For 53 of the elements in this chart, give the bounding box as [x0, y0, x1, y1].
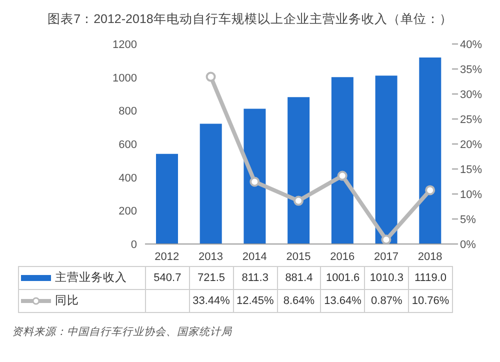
y2-tick-label: 0% [460, 238, 476, 251]
y2-tick-label: 20% [460, 138, 482, 151]
legend-label: 主营业务收入 [54, 270, 127, 286]
chart-title: 图表7：2012-2018年电动自行车规模以上企业主营业务收入（单位：） [46, 11, 454, 28]
text: 资料来源：中国自行车行业协会、国家统计局 [12, 325, 233, 339]
data-label: 1001.6 [320, 266, 365, 290]
x-tick-label: 2018 [418, 250, 442, 263]
data-label: 1010.3 [364, 266, 409, 290]
data-label: 881.4 [277, 266, 321, 290]
point [250, 176, 260, 187]
y2-tick-label: 40% [460, 38, 482, 51]
data-label: 10.76% [408, 290, 452, 312]
x-tick-label: 2017 [374, 250, 398, 263]
y2-tick-label: 25% [460, 114, 482, 126]
bar [288, 97, 310, 244]
y2-tick-label: 35% [460, 64, 482, 76]
data-label: 721.5 [189, 266, 234, 290]
bar [375, 76, 398, 244]
x-tick-label: 2015 [286, 250, 311, 263]
point [294, 196, 304, 206]
data-label: 8.64% [277, 290, 321, 312]
point [381, 234, 392, 244]
x-tick-label: 2012 [154, 250, 180, 263]
data-label: 0.87% [364, 290, 409, 312]
data-label: 1119.0 [408, 266, 452, 290]
point [337, 170, 348, 181]
y2-tick-label: 15% [460, 164, 482, 176]
y-tick-label: 400 [118, 172, 137, 184]
x-tick-label: 2013 [198, 250, 224, 263]
y2-tick-label: 5% [460, 214, 476, 226]
bar [200, 124, 222, 244]
bar [331, 77, 354, 244]
bar [419, 58, 442, 244]
y-tick-label: 1200 [112, 39, 137, 51]
point [425, 185, 436, 196]
data-label: 33.44% [189, 290, 234, 312]
point [206, 72, 216, 82]
y-tick-label: 600 [118, 139, 137, 151]
x-tick-label: 2014 [242, 250, 267, 263]
y-tick-label: 0 [130, 239, 137, 251]
x-tick-label: 2016 [330, 250, 355, 263]
bar [244, 108, 266, 244]
y-tick-label: 800 [118, 106, 137, 118]
y2-tick-label: 30% [460, 88, 482, 101]
data-label: 12.45% [233, 290, 278, 312]
y-tick-label: 200 [118, 206, 137, 218]
data-label: 811.3 [233, 266, 278, 290]
data-label: 540.7 [146, 266, 190, 290]
legend-label: 同比 [54, 294, 79, 308]
data-label: 13.64% [320, 290, 365, 312]
y-tick-label: 1000 [112, 72, 137, 84]
bar [156, 154, 178, 244]
y2-tick-label: 10% [460, 188, 482, 201]
